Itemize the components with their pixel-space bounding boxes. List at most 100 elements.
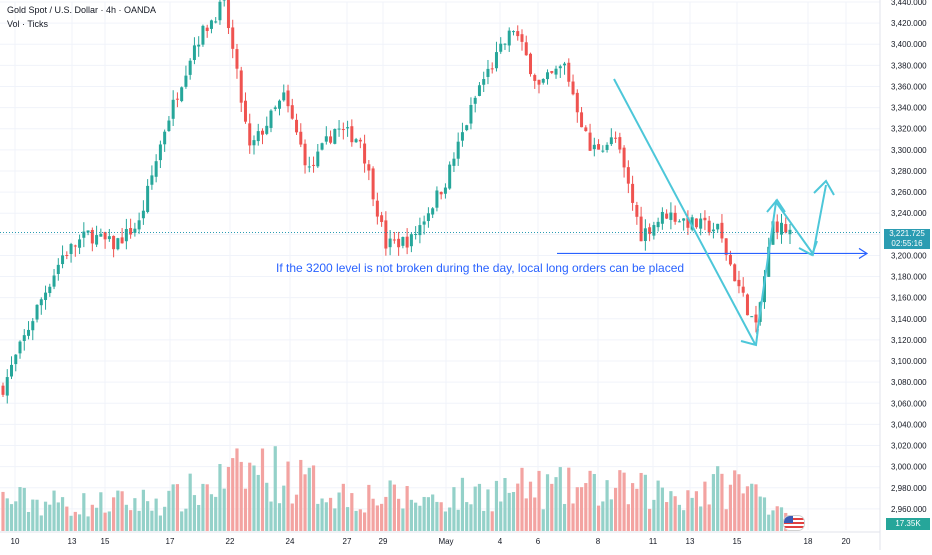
candle-body — [469, 105, 472, 124]
volume-bar — [406, 486, 409, 531]
candle-body — [423, 221, 426, 224]
volume-bar — [512, 492, 515, 531]
candle-body — [19, 342, 22, 354]
candle-body — [406, 237, 409, 248]
volume-bar — [376, 505, 379, 531]
volume-bar — [150, 511, 153, 531]
volume-bar — [508, 493, 511, 531]
candle-body — [346, 127, 349, 128]
volume-bar — [520, 468, 523, 531]
volume-bar — [776, 506, 779, 531]
chart-title: Gold Spot / U.S. Dollar · 4h · OANDA — [7, 5, 156, 15]
candle-body — [486, 69, 489, 77]
volume-bar — [367, 485, 370, 531]
y-tick-label: 3,280.000 — [891, 167, 927, 176]
volume-bar — [525, 498, 528, 531]
candle-body — [474, 98, 477, 104]
candle-body — [274, 107, 277, 109]
candle-body — [291, 105, 294, 118]
candle-body — [167, 121, 170, 131]
candle-body — [644, 228, 647, 241]
candle-body — [189, 61, 192, 75]
volume-bar — [529, 482, 532, 531]
candle-body — [257, 131, 260, 141]
y-tick-label: 3,380.000 — [891, 61, 927, 70]
candle-body — [159, 144, 162, 160]
volume-bar — [380, 504, 383, 531]
volume-bar — [129, 510, 132, 531]
y-tick-label: 3,400.000 — [891, 40, 927, 49]
volume-bar — [31, 500, 34, 531]
volume-bar — [112, 497, 115, 531]
candle-body — [567, 63, 570, 82]
volume-bar — [444, 511, 447, 531]
volume-bar — [52, 491, 55, 531]
candle-body — [74, 246, 77, 247]
candle-body — [6, 377, 9, 395]
y-tick-label: 3,260.000 — [891, 188, 927, 197]
candle-body — [206, 28, 209, 31]
y-tick-label: 3,300.000 — [891, 146, 927, 155]
volume-bar — [389, 480, 392, 531]
candle-body — [593, 145, 596, 149]
volume-bar — [571, 503, 574, 531]
volume-bar — [597, 506, 600, 531]
volume-bar — [614, 488, 617, 531]
candle-body — [338, 129, 341, 130]
volume-bar — [274, 446, 277, 531]
volume-bar — [708, 504, 711, 531]
volume-bar — [665, 502, 668, 531]
y-tick-label: 3,080.000 — [891, 378, 927, 387]
volume-bar — [329, 498, 332, 531]
candle-body — [61, 255, 64, 264]
candle-body — [431, 208, 434, 214]
volume-bar — [610, 499, 613, 531]
volume-bar — [121, 491, 124, 531]
y-tick-label: 3,360.000 — [891, 82, 927, 91]
candle-body — [180, 87, 183, 101]
volume-bar — [18, 487, 21, 531]
volume-bar — [103, 513, 106, 531]
volume-bar — [410, 500, 413, 531]
volume-bar — [342, 484, 345, 531]
volume-bar — [537, 471, 540, 531]
candle-body — [401, 237, 404, 246]
volume-bar — [27, 512, 30, 531]
volume-bar — [1, 492, 4, 531]
candle-body — [623, 148, 626, 168]
volume-bar — [491, 511, 494, 531]
volume-bar — [61, 497, 64, 531]
y-tick-label: 3,000.000 — [891, 463, 927, 472]
candle-body — [461, 132, 464, 141]
candle-body — [308, 166, 311, 167]
candle-body — [559, 66, 562, 68]
volume-bar — [550, 484, 553, 531]
candle-body — [27, 330, 30, 336]
candle-body — [703, 218, 706, 220]
volume-bar — [99, 492, 102, 531]
volume-bar — [227, 467, 230, 531]
candle-body — [729, 255, 732, 265]
volume-bar — [172, 484, 175, 531]
volume-bar — [720, 474, 723, 531]
candle-body — [104, 232, 107, 239]
candle-body — [725, 238, 728, 255]
candle-body — [716, 224, 719, 230]
volume-bar — [86, 516, 89, 531]
candle-body — [65, 255, 68, 256]
x-tick-label: 13 — [686, 537, 695, 546]
volume-bar — [661, 488, 664, 531]
candle-body — [746, 295, 749, 316]
candle-body — [129, 228, 132, 235]
candle-body — [201, 26, 204, 45]
x-tick-label: 8 — [596, 537, 601, 546]
y-tick-label: 3,040.000 — [891, 420, 927, 429]
volume-indicator-label: Vol · Ticks — [7, 19, 48, 29]
candle-body — [248, 123, 251, 145]
candle-body — [614, 138, 617, 139]
candle-body — [661, 212, 664, 224]
volume-bar — [516, 484, 519, 531]
volume-bar — [35, 500, 38, 531]
